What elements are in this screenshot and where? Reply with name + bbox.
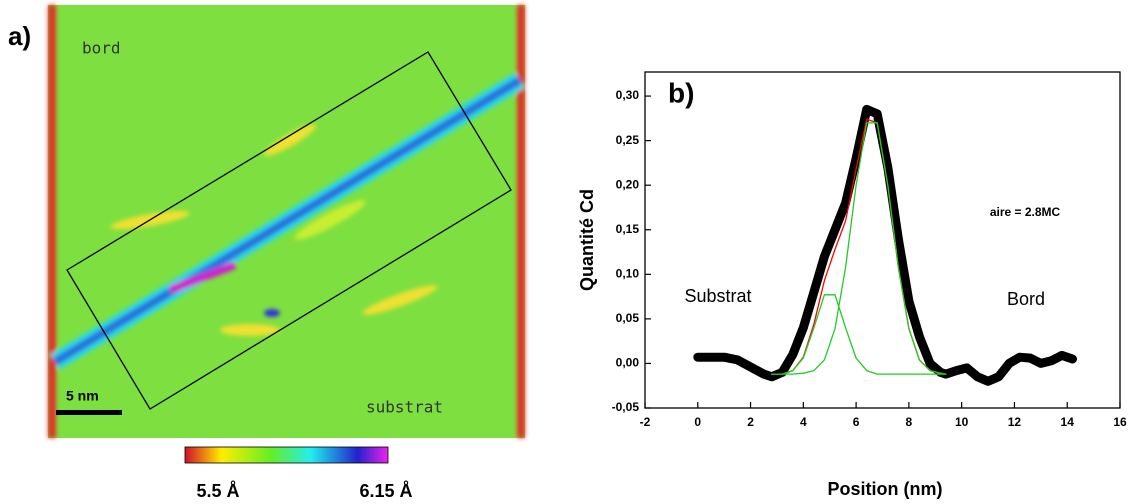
x-tick-label: 8 [906,415,913,429]
annotation: aire = 2.8MC [990,205,1061,219]
x-tick-label: 2 [747,415,754,429]
x-tick-label: 10 [955,415,969,429]
series-line [771,122,947,375]
panel-a: a) bord substrat 5 nm 5.5 Å 6.15 Å [8,5,525,501]
y-tick-label: 0,25 [616,133,640,147]
y-tick-label: 0,00 [616,356,640,370]
series-line [693,104,1077,386]
map-label: bord [82,39,121,58]
annotation: Substrat [684,286,751,306]
x-tick-label: 0 [694,415,701,429]
x-tick-label: 12 [1008,415,1022,429]
panel-label: b) [668,77,694,108]
scale-bar [56,410,122,415]
x-tick-label: 14 [1061,415,1075,429]
plot-frame [644,71,1121,409]
x-tick-label: 6 [853,415,860,429]
colorbar-label: 6.15 Å [359,481,412,501]
map-texture [48,5,525,438]
x-tick-label: 4 [800,415,807,429]
x-tick-label: -2 [640,415,651,429]
selection-box [66,51,512,410]
y-tick-label: 0,15 [616,222,640,236]
scale-bar-label: 5 nm [66,388,99,404]
y-tick-label: -0,05 [612,400,640,414]
panel-label: a) [8,21,31,51]
y-tick-label: 0,05 [616,311,640,325]
map-label: substrat [366,398,443,417]
y-tick-label: 0,10 [616,266,640,280]
y-tick-label: 0,20 [616,177,640,191]
colorbar-label: 5.5 Å [196,481,239,501]
y-tick-label: 0,30 [616,88,640,102]
series-line [771,294,947,375]
x-axis-label: Position (nm) [828,479,943,499]
panel-b: b) Position (nm) Quantité Cd Substrat Bo… [577,71,1127,499]
y-axis-label: Quantité Cd [577,189,597,291]
annotation: Bord [1007,289,1045,309]
x-tick-label: 16 [1113,415,1127,429]
colorbar [184,446,389,464]
